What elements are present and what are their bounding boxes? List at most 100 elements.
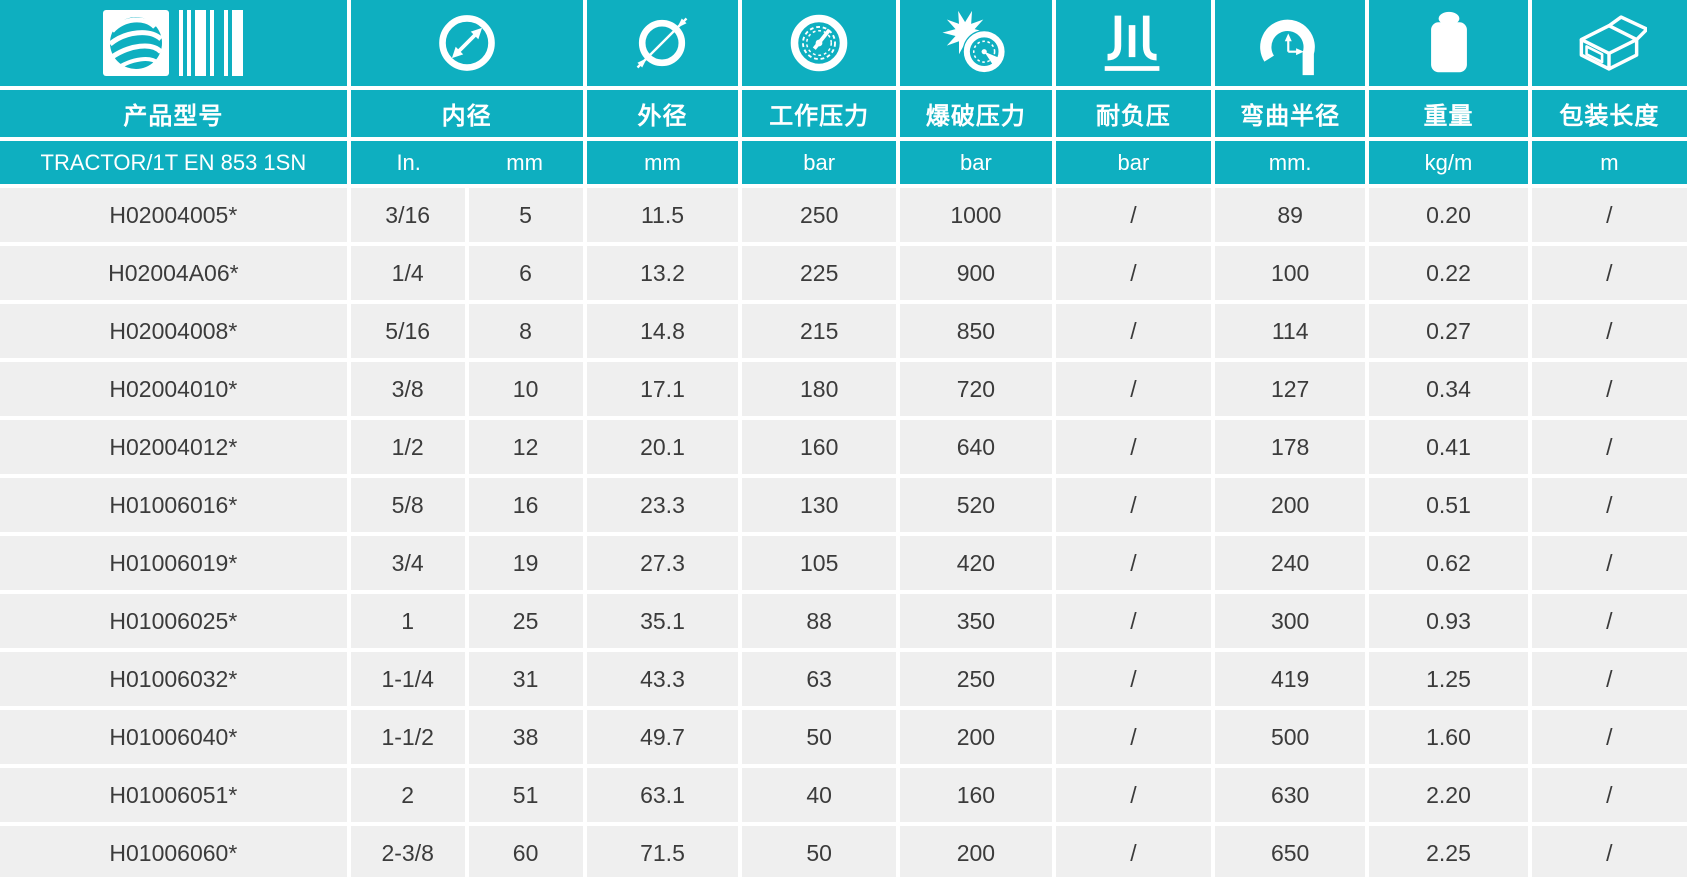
inner-diameter-cell [350,0,583,86]
cell-vacuum-bar: / [1055,362,1212,416]
col-burst-pressure-label: 爆破压力 [899,90,1052,137]
table-row: H01006019* 3/4 19 27.3 105 420/240 0.62/ [0,536,1687,590]
cell-bend-mm: 114 [1215,304,1366,358]
table-body: H02004005* 3/16 5 11.5 250 1000/89 0.20/H02004… [0,188,1687,877]
cell-pack-m: / [1531,188,1687,242]
cell-weight-kgm: 0.41 [1369,420,1528,474]
cell-working-bar: 50 [742,826,896,877]
cell-pack-m: / [1531,594,1687,648]
cell-working-bar: 40 [742,768,896,822]
cell-working-bar: 215 [742,304,896,358]
cell-working-bar: 225 [742,246,896,300]
cell-vacuum-bar: / [1055,768,1212,822]
cell-inner-mm: 12 [468,420,583,474]
outer-diameter-cell [586,0,739,86]
col-weight-label: 重量 [1369,90,1528,137]
cell-bend-mm: 500 [1215,710,1366,764]
cell-model: H02004010* [0,362,347,416]
cell-working-bar: 88 [742,594,896,648]
brand-barcode-icon [0,0,347,86]
inner-unit-mm: mm [506,149,543,175]
cell-model: H02004005* [0,188,347,242]
cell-outer-mm: 11.5 [586,188,739,242]
cell-inner-mm: 38 [468,710,583,764]
cell-outer-mm: 27.3 [586,536,739,590]
cell-inner-in: 1-1/4 [350,652,465,706]
cell-pack-m: / [1531,768,1687,822]
weight-icon [1369,0,1527,86]
series-name: TRACTOR/1T EN 853 1SN [0,141,347,184]
table-row: H01006040* 1-1/2 38 49.7 50 200/500 1.60/ [0,710,1687,764]
working-pressure-gauge-icon [742,0,896,86]
cell-outer-mm: 35.1 [586,594,739,648]
cell-model: H01006019* [0,536,347,590]
cell-inner-in: 1/4 [350,246,465,300]
cell-inner-mm: 31 [468,652,583,706]
weight-cell [1369,0,1528,86]
chinese-header-row: 产品型号 内径 外径 工作压力 爆破压力 耐负压 弯曲半径 重量 包装长度 [0,90,1687,137]
cell-model: H02004012* [0,420,347,474]
cell-weight-kgm: 0.22 [1369,246,1528,300]
cell-model: H01006051* [0,768,347,822]
cell-inner-mm: 16 [468,478,583,532]
cell-pack-m: / [1531,652,1687,706]
units-header-row: TRACTOR/1T EN 853 1SN In. mm mm bar bar … [0,141,1687,184]
cell-weight-kgm: 2.25 [1369,826,1528,877]
table-row: H02004005* 3/16 5 11.5 250 1000/89 0.20/ [0,188,1687,242]
cell-pack-m: / [1531,420,1687,474]
cell-vacuum-bar: / [1055,420,1212,474]
table-row: H02004012* 1/2 12 20.1 160 640/178 0.41/ [0,420,1687,474]
cell-inner-in: 3/4 [350,536,465,590]
cell-inner-mm: 5 [468,188,583,242]
cell-vacuum-bar: / [1055,188,1212,242]
cell-vacuum-bar: / [1055,304,1212,358]
cell-bend-mm: 100 [1215,246,1366,300]
cell-inner-mm: 60 [468,826,583,877]
cell-inner-in: 3/8 [350,362,465,416]
weight-unit: kg/m [1369,141,1528,184]
cell-outer-mm: 49.7 [586,710,739,764]
cell-model: H02004A06* [0,246,347,300]
cell-burst-bar: 350 [899,594,1052,648]
outer-diameter-unit: mm [586,141,739,184]
cell-vacuum-bar: / [1055,594,1212,648]
col-product-label: 产品型号 [0,90,347,137]
cell-working-bar: 105 [742,536,896,590]
cell-bend-mm: 650 [1215,826,1366,877]
cell-inner-in: 1/2 [350,420,465,474]
bend-radius-icon [1215,0,1365,86]
cell-vacuum-bar: / [1055,246,1212,300]
working-pressure-unit: bar [742,141,896,184]
cell-outer-mm: 63.1 [586,768,739,822]
table-row: H01006025* 1 25 35.1 88 350/300 0.93/ [0,594,1687,648]
cell-vacuum-bar: / [1055,536,1212,590]
bend-radius-unit: mm. [1215,141,1366,184]
cell-bend-mm: 630 [1215,768,1366,822]
inner-diameter-units: In. mm [350,141,583,184]
cell-burst-bar: 900 [899,246,1052,300]
cell-model: H02004008* [0,304,347,358]
cell-pack-m: / [1531,536,1687,590]
cell-burst-bar: 520 [899,478,1052,532]
cell-outer-mm: 23.3 [586,478,739,532]
cell-inner-in: 1-1/2 [350,710,465,764]
cell-weight-kgm: 1.60 [1369,710,1528,764]
cell-inner-mm: 25 [468,594,583,648]
cell-vacuum-bar: / [1055,652,1212,706]
cell-bend-mm: 127 [1215,362,1366,416]
cell-bend-mm: 89 [1215,188,1366,242]
cell-bend-mm: 300 [1215,594,1366,648]
col-outer-diameter-label: 外径 [586,90,739,137]
cell-inner-in: 5/8 [350,478,465,532]
cell-burst-bar: 720 [899,362,1052,416]
cell-model: H01006040* [0,710,347,764]
cell-vacuum-bar: / [1055,826,1212,877]
inner-unit-inch: In. [396,149,421,175]
table-row: H01006032* 1-1/4 31 43.3 63 250/419 1.25/ [0,652,1687,706]
cell-bend-mm: 200 [1215,478,1366,532]
cell-outer-mm: 43.3 [586,652,739,706]
cell-model: H01006025* [0,594,347,648]
cell-pack-m: / [1531,478,1687,532]
cell-burst-bar: 200 [899,826,1052,877]
